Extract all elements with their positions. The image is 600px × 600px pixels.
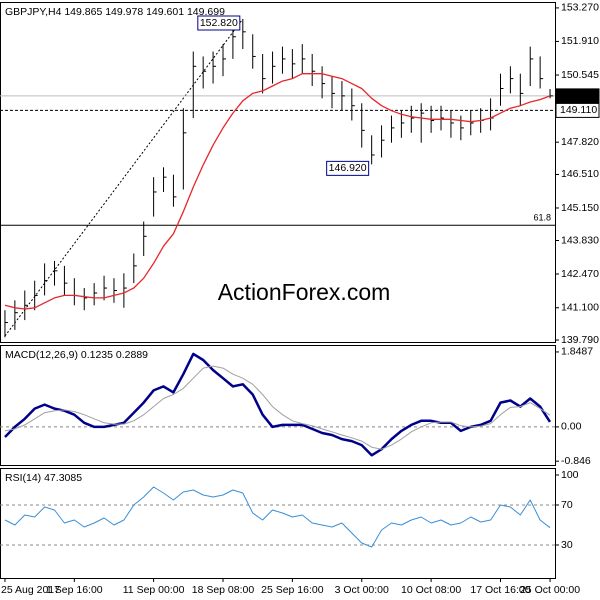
y-tick-label: 153.270	[561, 2, 599, 14]
panel-title: GBPJPY,H4 149.865 149.978 149.601 149.69…	[5, 6, 225, 18]
x-tick-label: 3 Oct 00:00	[335, 584, 389, 596]
y-tick-label: 30	[561, 539, 573, 551]
y-tick-label: -0.846	[561, 455, 591, 467]
y-tick-label: 151.910	[561, 35, 599, 47]
annotation-label: 146.920	[329, 162, 367, 174]
fib-label: 61.8	[533, 213, 551, 223]
price-marker-label: 149.110	[560, 104, 597, 116]
y-tick-label: 146.510	[561, 168, 599, 180]
series-line	[4, 365, 551, 450]
x-tick-label: 25 Aug 2017	[1, 584, 60, 596]
y-tick-label: 0.00	[561, 421, 582, 433]
x-tick-label: 18 Sep 08:00	[192, 584, 255, 596]
panel-title: MACD(12,26,9) 0.1235 0.2889	[5, 349, 148, 361]
y-tick-label: 143.830	[561, 234, 599, 246]
annotation-box	[197, 15, 241, 31]
panel-frame	[0, 2, 556, 343]
x-tick-label: 25 Oct 00:00	[520, 584, 580, 596]
panel-frame	[0, 468, 556, 579]
y-tick-label: 150.545	[561, 69, 599, 81]
price-marker-box	[555, 102, 600, 118]
y-tick-label: 145.150	[561, 202, 599, 214]
y-tick-label: 1.8487	[561, 346, 593, 358]
watermark: ActionForex.com	[218, 279, 391, 305]
panel-title: RSI(14) 47.3085	[5, 472, 82, 484]
panel-frame	[0, 345, 556, 466]
series-line	[4, 352, 552, 457]
y-tick-label: 139.790	[561, 334, 599, 346]
series-line	[4, 486, 551, 548]
x-tick-label: 1 Sep 16:00	[46, 584, 103, 596]
x-tick-label: 11 Sep 00:00	[123, 584, 185, 596]
y-tick-label: 70	[561, 499, 573, 511]
x-tick-label: 10 Oct 08:00	[401, 584, 461, 596]
y-tick-label: 100	[561, 469, 579, 481]
price-marker-label: 149.699	[560, 90, 598, 102]
annotation-label: 152.820	[200, 17, 238, 29]
y-tick-label: 142.470	[561, 268, 599, 280]
y-tick-label: 141.100	[561, 302, 599, 314]
series-line	[4, 73, 551, 310]
y-tick-label: 147.820	[561, 136, 599, 148]
annotation-box	[326, 160, 370, 176]
x-tick-label: 17 Oct 16:00	[470, 584, 530, 596]
price-marker-box	[555, 88, 600, 104]
x-tick-label: 25 Sep 16:00	[261, 584, 324, 596]
